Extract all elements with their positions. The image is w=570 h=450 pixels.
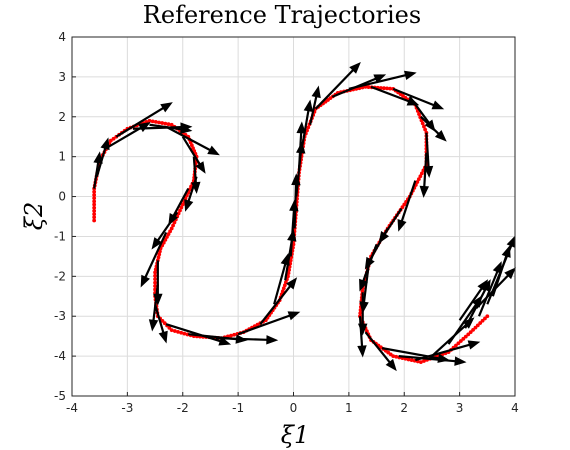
arrow-head — [139, 123, 150, 131]
arrow-head — [161, 103, 172, 112]
demonstration-point — [148, 119, 152, 123]
demonstration-point — [163, 122, 167, 126]
x-tick-labels: -4 -3 -2 -1 0 1 2 3 4 — [66, 401, 519, 415]
x-tick-label: 4 — [511, 401, 519, 415]
arrow-head — [468, 341, 479, 349]
arrow-head — [405, 71, 416, 79]
y-tick-label: -1 — [54, 229, 66, 243]
demonstration-point — [157, 121, 161, 125]
arrow-head — [508, 236, 515, 247]
arrow-head — [420, 186, 428, 196]
demonstration-point — [151, 119, 155, 123]
arrow-shaft — [155, 304, 163, 332]
velocity-arrow — [116, 103, 171, 137]
demonstration-point — [160, 121, 164, 125]
demonstration-point — [153, 281, 157, 285]
arrow-head — [432, 101, 443, 108]
arrow-head — [141, 276, 149, 287]
x-tick-label: -3 — [121, 401, 133, 415]
demonstration-point — [167, 122, 171, 126]
arrow-head — [267, 336, 277, 344]
arrow-head — [503, 246, 511, 257]
arrow-head — [150, 320, 158, 330]
x-axis-label: ξ1 — [281, 421, 310, 449]
velocity-arrow — [365, 228, 387, 268]
y-tick-label: 3 — [58, 70, 66, 84]
arrow-head — [312, 87, 320, 98]
x-tick-label: 1 — [345, 401, 353, 415]
arrow-head — [208, 146, 219, 154]
demonstration-point — [485, 314, 489, 318]
arrow-shaft — [363, 244, 376, 280]
arrow-head — [159, 331, 167, 342]
x-tick-label: -2 — [177, 401, 189, 415]
x-tick-label: 0 — [290, 401, 298, 415]
demonstration-point — [153, 270, 157, 274]
velocity-arrow — [398, 181, 415, 231]
velocity-arrow — [360, 244, 377, 290]
y-tick-labels: -5 -4 -3 -2 -1 0 1 2 3 4 — [54, 30, 66, 403]
arrow-head — [304, 101, 312, 112]
x-tick-label: 3 — [456, 401, 464, 415]
arrow-shaft — [476, 276, 508, 309]
y-tick-label: 2 — [58, 110, 66, 124]
y-tick-label: -5 — [54, 389, 66, 403]
y-axis-label: ξ2 — [20, 202, 48, 231]
velocity-arrow — [465, 280, 490, 328]
chart-title: Reference Trajectories — [143, 1, 421, 29]
demonstration-point — [154, 120, 158, 124]
y-tick-label: -2 — [54, 269, 66, 283]
arrow-shaft — [260, 286, 290, 324]
y-tick-label: 1 — [58, 150, 66, 164]
x-tick-label: -4 — [66, 401, 78, 415]
x-tick-label: -1 — [232, 401, 244, 415]
y-tick-label: -4 — [54, 349, 66, 363]
y-tick-label: -3 — [54, 309, 66, 323]
velocity-arrow — [349, 71, 415, 89]
arrow-shaft — [365, 332, 389, 362]
y-tick-label: 0 — [58, 190, 66, 204]
arrow-head — [358, 346, 366, 356]
velocity-arrow — [316, 63, 360, 109]
velocity-arrow — [365, 332, 395, 370]
velocity-vectors — [94, 63, 515, 370]
x-tick-label: 2 — [400, 401, 408, 415]
demonstration-point — [153, 277, 157, 281]
velocity-arrow — [415, 341, 479, 360]
arrow-head — [185, 200, 193, 211]
y-tick-label: 4 — [58, 30, 66, 44]
demonstration-point — [153, 274, 157, 278]
